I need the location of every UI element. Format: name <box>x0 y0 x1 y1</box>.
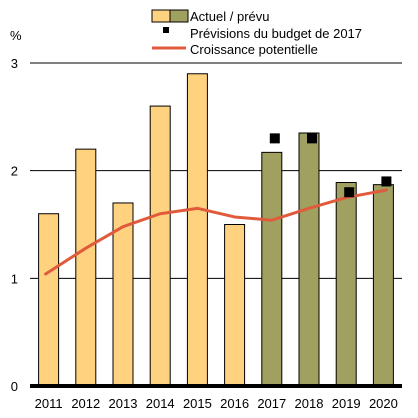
x-tick-label: 2011 <box>35 396 63 411</box>
y-tick-label: 1 <box>11 271 18 286</box>
bar-2014 <box>149 105 171 387</box>
bar-2018 <box>298 132 320 387</box>
legend-label-budget: Prévisions du budget de 2017 <box>190 26 362 41</box>
budget-marker-2019 <box>344 187 355 198</box>
y-tick-label: 0 <box>11 379 18 394</box>
budget-marker-2018 <box>307 133 317 144</box>
bar-2015 <box>186 73 208 387</box>
x-tick-label: 2020 <box>369 396 398 411</box>
bar-2016 <box>224 224 246 387</box>
bars <box>38 73 394 387</box>
legend-label-actual: Actuel / prévu <box>190 9 270 24</box>
y-axis-ticks: 0 1 2 3 <box>11 56 18 394</box>
y-unit-label: % <box>10 28 22 43</box>
bar-2020 <box>372 184 394 387</box>
budget-forecast-markers <box>269 133 392 198</box>
bar-2012 <box>75 148 97 387</box>
budget-marker-2020 <box>381 176 392 187</box>
legend-swatch-actual <box>151 9 171 23</box>
x-axis-ticks: 2011 2012 2013 2014 2015 2016 2017 2018 2019 2020 <box>35 396 398 411</box>
x-tick-label: 2013 <box>109 396 138 411</box>
potential-growth-line <box>44 188 388 276</box>
y-tick-label: 2 <box>11 164 18 179</box>
x-tick-label: 2015 <box>183 396 212 411</box>
x-tick-label: 2012 <box>71 396 100 411</box>
x-tick-label: 2017 <box>257 396 286 411</box>
x-tick-label: 2018 <box>295 396 324 411</box>
legend-marker-budget <box>163 27 169 33</box>
bar-2019 <box>335 182 357 387</box>
legend: Actuel / prévu Prévisions du budget de 2… <box>151 9 362 57</box>
x-tick-label: 2016 <box>220 396 249 411</box>
legend-label-potential: Croissance potentielle <box>190 42 318 57</box>
bar-2011 <box>38 213 60 387</box>
budget-marker-2017 <box>269 133 280 144</box>
x-tick-label: 2019 <box>332 396 361 411</box>
x-tick-label: 2014 <box>146 396 175 411</box>
bar-2017 <box>261 151 283 387</box>
legend-swatch-forecast <box>169 9 189 23</box>
potential-growth-line-group <box>44 188 388 276</box>
y-tick-label: 3 <box>11 56 18 71</box>
